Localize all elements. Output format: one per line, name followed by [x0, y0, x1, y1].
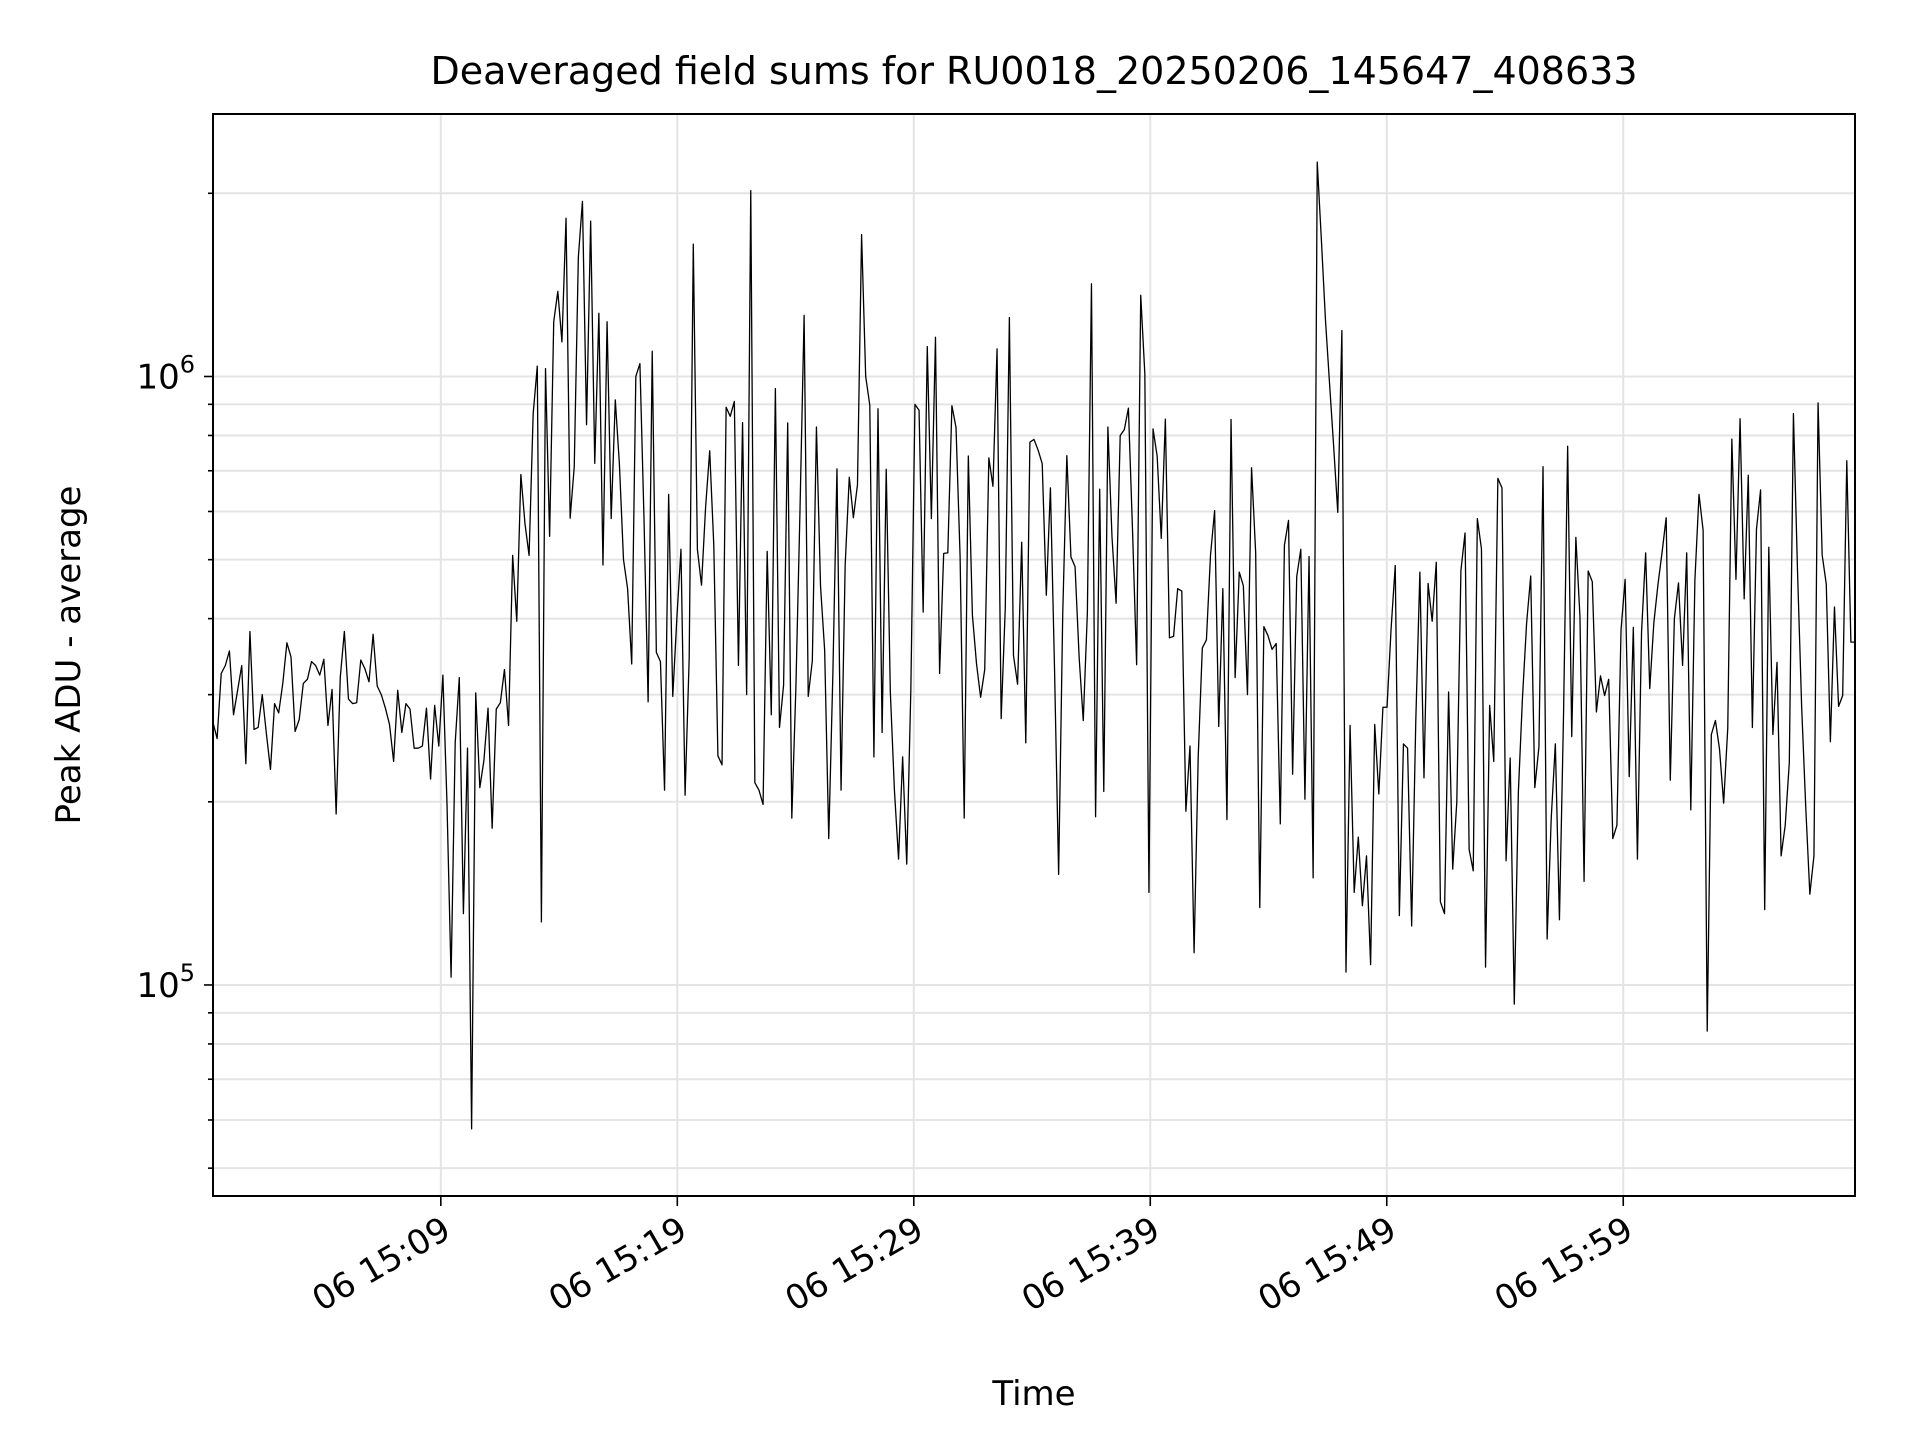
- plot-frame: [212, 113, 1856, 1197]
- chart-title: Deaveraged field sums for RU0018_2025020…: [430, 49, 1637, 93]
- series-line: [212, 161, 1855, 1130]
- y-tick-label: 106: [136, 350, 195, 397]
- y-gridlines: [213, 192, 1855, 1170]
- y-axis-ticks: 105 106: [136, 192, 213, 1169]
- x-axis-label: Time: [991, 1374, 1075, 1414]
- y-axis-label: Peak ADU - average: [49, 486, 89, 825]
- x-gridlines: [439, 114, 1625, 1196]
- y-tick-label: 105: [136, 959, 195, 1006]
